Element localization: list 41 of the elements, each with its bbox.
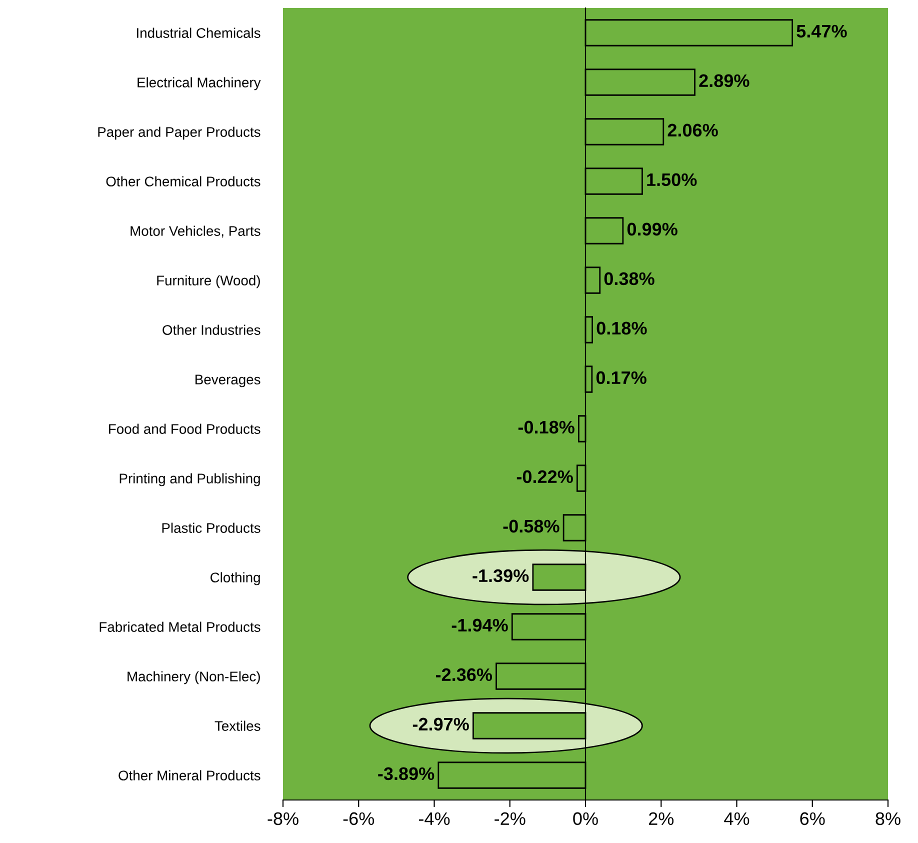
y-tick-label: Other Mineral Products <box>118 770 260 780</box>
x-tick-label: 4% <box>724 812 750 825</box>
y-tick-label: Fabricated Metal Products <box>100 622 260 632</box>
x-tick-label: 2% <box>648 812 674 825</box>
y-tick-label: Industrial Chemicals <box>137 28 260 38</box>
data-label: -1.94% <box>452 618 508 632</box>
x-tick-label: -8% <box>268 812 298 826</box>
data-label: -0.22% <box>516 470 573 484</box>
x-tick-label: 8% <box>876 812 900 826</box>
y-tick-label: Motor Vehicles, Parts <box>130 226 260 238</box>
y-tick-label: Furniture (Wood) <box>157 275 260 288</box>
data-label: 5.47% <box>796 24 847 38</box>
data-label: 0.17% <box>596 371 646 384</box>
data-label: 2.89% <box>699 74 750 88</box>
y-tick-label: Printing and Publishing <box>120 473 260 486</box>
data-label: -2.97% <box>412 718 469 731</box>
y-tick-label: Food and Food Products <box>109 424 260 434</box>
x-tick-label: -4% <box>418 812 450 825</box>
y-tick-label: Paper and Paper Products <box>98 126 260 140</box>
data-label: -0.18% <box>518 420 574 434</box>
data-label: -2.36% <box>436 668 492 682</box>
x-tick-label: 6% <box>800 812 825 826</box>
data-label: 0.18% <box>596 322 647 335</box>
data-label: -0.58% <box>503 520 560 533</box>
y-tick-label: Clothing <box>210 572 260 586</box>
y-tick-label: Other Chemical Products <box>106 176 260 186</box>
data-label: 0.38% <box>604 272 654 286</box>
y-tick-label: Textiles <box>214 720 260 731</box>
data-label: -3.89% <box>378 767 434 780</box>
data-label: 2.06% <box>668 124 718 137</box>
data-label: 0.99% <box>627 222 678 236</box>
x-tick-label: -2% <box>494 812 526 825</box>
y-tick-label: Other Industries <box>162 324 260 335</box>
y-tick-label: Plastic Products <box>162 522 260 533</box>
y-tick-label: Machinery (Non-Elec) <box>128 671 260 684</box>
data-label: 1.50% <box>647 173 697 186</box>
data-label: -1.39% <box>472 569 529 582</box>
x-tick-label: -6% <box>343 812 374 826</box>
y-tick-label: Electrical Machinery <box>138 77 261 90</box>
y-tick-label: Beverages <box>196 374 260 388</box>
x-tick-label: 0% <box>573 812 598 826</box>
